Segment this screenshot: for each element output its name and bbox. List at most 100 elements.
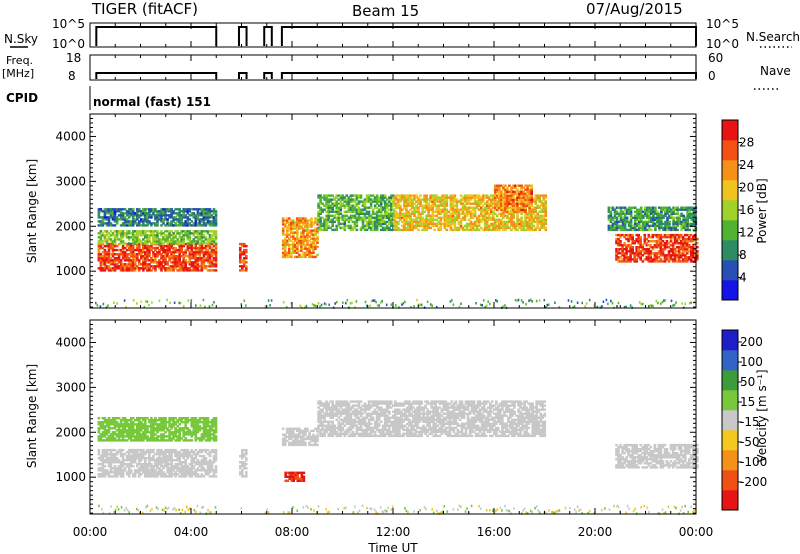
- power-cell: [160, 242, 163, 245]
- power-cell: [401, 212, 404, 215]
- power-cell: [542, 210, 546, 213]
- power-cell: [178, 244, 181, 248]
- power-cell: [154, 238, 157, 241]
- power-cell: [325, 228, 328, 232]
- power-cell: [178, 267, 181, 270]
- power-cell: [625, 248, 628, 251]
- power-cell: [304, 225, 307, 228]
- power-cell: [637, 250, 640, 253]
- power-cell: [451, 216, 455, 219]
- power-cell: [105, 242, 109, 245]
- power-cell: [385, 224, 389, 228]
- freq-label: Freq.: [6, 54, 33, 67]
- velocity-cell: [133, 454, 137, 458]
- power-cell: [327, 212, 330, 215]
- power-cell: [611, 206, 615, 209]
- power-cell: [682, 216, 685, 219]
- power-cell: [461, 218, 465, 221]
- power-cell: [652, 224, 655, 228]
- power-cell: [659, 246, 663, 249]
- velocity-cell: [170, 457, 173, 460]
- power-cell: [182, 216, 185, 219]
- power-cell: [645, 256, 649, 259]
- power-cell: [107, 242, 111, 246]
- power-cell: [314, 231, 317, 234]
- power-cell: [101, 263, 105, 266]
- power-cell: [447, 218, 451, 221]
- power-cell: [528, 299, 530, 302]
- power-cell: [176, 242, 179, 245]
- velocity-cell: [194, 452, 198, 456]
- velocity-cell: [200, 469, 204, 472]
- power-cell: [306, 231, 309, 234]
- power-cell: [652, 210, 655, 213]
- power-cell: [479, 198, 483, 201]
- power-cell: [388, 216, 391, 219]
- power-cell: [123, 246, 127, 250]
- power-cell: [652, 218, 655, 221]
- power-cell: [113, 240, 117, 243]
- velocity-cell: [182, 461, 185, 464]
- power-cell: [188, 240, 192, 243]
- power-cell: [534, 214, 537, 217]
- power-cell: [331, 222, 334, 226]
- power-cell: [292, 241, 295, 244]
- power-cell: [369, 194, 373, 197]
- power-cell: [664, 210, 667, 213]
- power-cell: [477, 218, 481, 221]
- power-cell: [158, 238, 161, 241]
- power-cell: [164, 253, 167, 256]
- power-cell: [304, 221, 307, 224]
- power-cell: [502, 200, 505, 204]
- velocity-cell: [99, 467, 103, 470]
- power-cell: [204, 246, 208, 250]
- power-cell: [204, 238, 208, 241]
- power-cell: [668, 220, 671, 224]
- power-cell: [439, 222, 443, 226]
- velocity-cell: [144, 475, 147, 478]
- power-cell: [685, 258, 689, 261]
- power-cell: [302, 237, 305, 240]
- power-cell: [103, 234, 107, 237]
- power-cell: [390, 206, 393, 209]
- power-cell: [140, 214, 143, 217]
- power-cell: [245, 269, 248, 272]
- power-cell: [534, 226, 537, 230]
- power-cell: [190, 246, 194, 250]
- velocity-cell: [164, 459, 167, 462]
- power-cell: [154, 218, 157, 221]
- power-cell: [363, 212, 367, 215]
- power-cell: [496, 206, 499, 210]
- power-cell: [212, 251, 216, 254]
- power-cell: [317, 212, 320, 215]
- power-cell: [113, 236, 117, 239]
- power-cell: [439, 216, 443, 219]
- power-cell: [411, 204, 414, 207]
- power-cell: [310, 255, 313, 259]
- velocity-cell: [133, 450, 137, 454]
- power-cell: [514, 202, 517, 205]
- power-cell: [475, 216, 479, 219]
- power-cell: [308, 223, 311, 226]
- power-cell: [164, 261, 167, 264]
- power-cell: [631, 224, 635, 228]
- velocity-cell: [105, 448, 109, 452]
- power-cell: [532, 228, 535, 232]
- power-cell: [433, 194, 436, 197]
- power-cell: [683, 260, 687, 263]
- power-cell: [158, 214, 161, 217]
- power-cell: [411, 198, 414, 201]
- power-cell: [540, 200, 544, 203]
- power-cell: [115, 234, 119, 237]
- power-cell: [623, 220, 627, 224]
- power-cell: [393, 218, 396, 221]
- power-cell: [361, 212, 365, 215]
- power-cell: [314, 217, 317, 220]
- power-cell: [357, 212, 361, 215]
- power-cell: [479, 220, 483, 224]
- power-cell: [668, 210, 671, 213]
- power-cell: [129, 214, 133, 217]
- power-cell: [647, 250, 651, 253]
- power-cell: [409, 214, 412, 217]
